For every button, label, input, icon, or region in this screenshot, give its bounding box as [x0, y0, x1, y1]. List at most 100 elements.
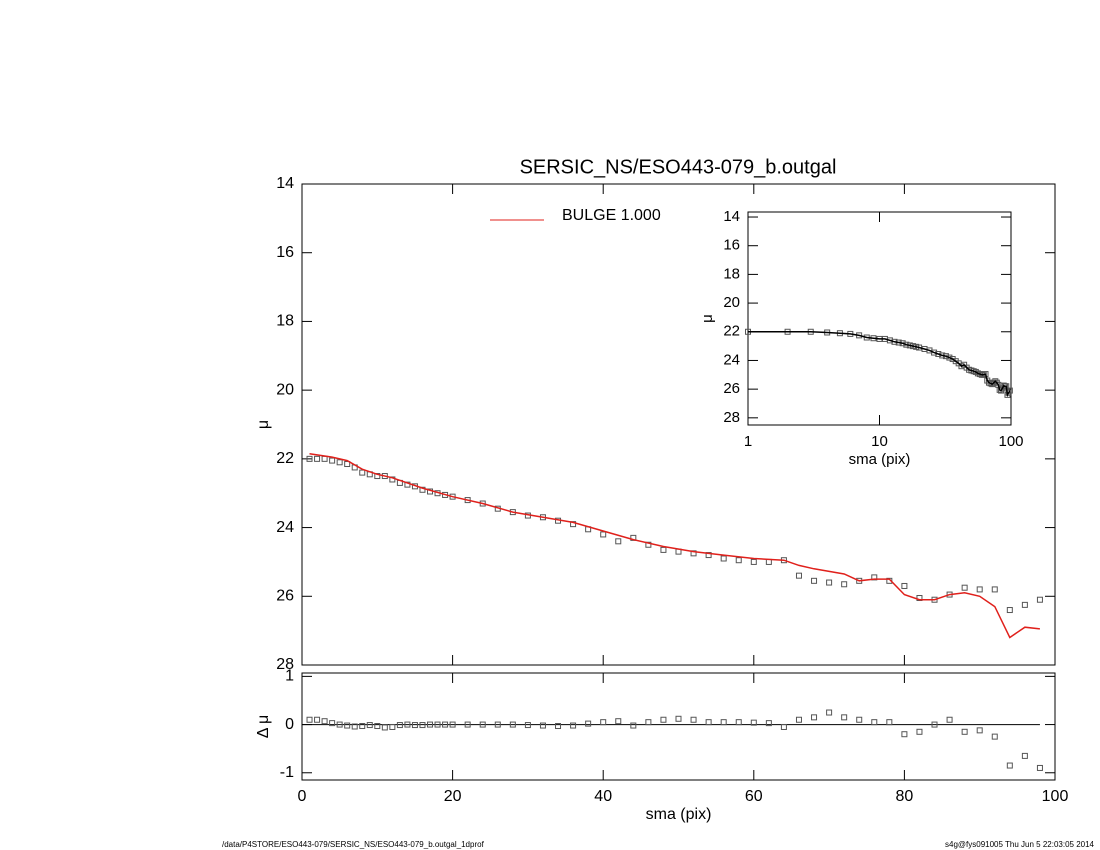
y-tick-label: -1 [280, 764, 294, 781]
data-point [886, 719, 893, 726]
y-tick-label: 26 [723, 380, 740, 397]
model-line [309, 452, 1040, 639]
data-point [344, 461, 351, 468]
data-point [404, 721, 411, 728]
data-point [314, 455, 321, 462]
data-point [946, 716, 953, 723]
data-point [841, 714, 848, 721]
data-point [329, 720, 336, 727]
data-point [675, 715, 682, 722]
data-point [329, 457, 336, 464]
y-tick-label: 22 [723, 323, 740, 340]
data-point [427, 721, 434, 728]
data-point [826, 709, 833, 716]
data-point [660, 546, 667, 553]
data-point [841, 581, 848, 588]
data-point [336, 459, 343, 466]
data-point [1021, 752, 1028, 759]
y-tick-label: 20 [723, 294, 740, 311]
x-tick-label: 100 [1042, 788, 1069, 805]
plot-frame [301, 183, 1056, 666]
x-axis-label: sma (pix) [646, 806, 712, 823]
data-point [935, 351, 942, 357]
y-tick-label: 28 [276, 656, 294, 673]
data-point [389, 723, 396, 730]
data-point [314, 716, 321, 723]
y-tick-label: 14 [723, 208, 740, 225]
x-tick-label: 1 [744, 433, 752, 450]
data-point [705, 719, 712, 726]
data-point [811, 714, 818, 721]
data-point [321, 718, 328, 725]
data-point [961, 584, 968, 591]
data-point [916, 728, 923, 735]
data-point [494, 721, 501, 728]
data-point [720, 555, 727, 562]
data-point [780, 723, 787, 730]
data-point [359, 723, 366, 730]
y-axis-label: μ [699, 314, 716, 323]
data-point [539, 722, 546, 729]
data-point [991, 733, 998, 740]
data-point [1006, 607, 1013, 614]
data-point [600, 719, 607, 726]
data-point [411, 722, 418, 729]
chart-title: SERSIC_NS/ESO443-079_b.outgal [520, 156, 837, 178]
data-point [991, 586, 998, 593]
data-point [645, 719, 652, 726]
data-point [351, 723, 358, 730]
data-point [735, 557, 742, 564]
data-point [901, 731, 908, 738]
data-point [344, 722, 351, 729]
footer-right: s4g@fys091005 Thu Jun 5 22:03:05 2014 [945, 840, 1095, 849]
y-tick-label: 14 [276, 175, 294, 192]
data-point [690, 716, 697, 723]
data-point [826, 579, 833, 586]
data-point [509, 721, 516, 728]
y-tick-label: 24 [276, 519, 294, 536]
data-point [660, 716, 667, 723]
inset-background [748, 212, 1011, 425]
data-point [524, 722, 531, 729]
data-point [1021, 601, 1028, 608]
data-point [795, 572, 802, 579]
data-point [705, 552, 712, 559]
data-point [750, 719, 757, 726]
y-tick-label: 18 [276, 313, 294, 330]
y-tick-label: 16 [276, 244, 294, 261]
footer-left: /data/P4STORE/ESO443-079/SERSIC_NS/ESO44… [222, 840, 485, 849]
y-tick-label: 22 [276, 450, 294, 467]
data-point [931, 721, 938, 728]
y-axis-label: Δ μ [255, 715, 272, 738]
y-tick-label: 26 [276, 588, 294, 605]
data-point [570, 722, 577, 729]
data-point [366, 722, 373, 729]
data-point [306, 716, 313, 723]
data-point [419, 722, 426, 729]
data-point [389, 476, 396, 483]
y-tick-label: 1 [285, 668, 294, 685]
x-tick-label: 0 [298, 788, 307, 805]
data-point [645, 541, 652, 548]
x-tick-label: 100 [998, 433, 1023, 450]
data-point [811, 577, 818, 584]
data-point [570, 521, 577, 528]
y-tick-label: 16 [723, 237, 740, 254]
data-point [615, 718, 622, 725]
data-point [404, 481, 411, 488]
y-axis-label: μ [255, 420, 272, 429]
data-point [750, 558, 757, 565]
data-point [449, 721, 456, 728]
data-point [765, 720, 772, 727]
data-point [976, 586, 983, 593]
data-point [1006, 762, 1013, 769]
data-point [396, 722, 403, 729]
data-point [381, 724, 388, 731]
data-point [630, 534, 637, 541]
data-point [374, 723, 381, 730]
data-point [306, 455, 313, 462]
x-axis-label: sma (pix) [849, 451, 911, 468]
data-point [961, 728, 968, 735]
data-point [720, 719, 727, 726]
